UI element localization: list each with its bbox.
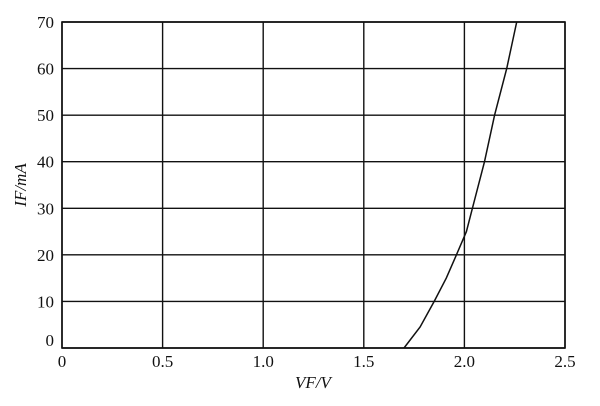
x-tick-label: 0.5 <box>152 352 173 371</box>
y-tick-labels: 0 10 20 30 40 50 60 70 <box>37 13 54 350</box>
x-tick-labels: 0 0.5 1.0 1.5 2.0 2.5 <box>58 352 576 371</box>
x-tick-label: 2.5 <box>554 352 575 371</box>
y-tick-label: 20 <box>37 246 54 265</box>
x-tick-label: 1.0 <box>253 352 274 371</box>
x-tick-label: 1.5 <box>353 352 374 371</box>
y-axis-label: IF/mA <box>11 163 30 208</box>
y-tick-label: 0 <box>46 331 55 350</box>
x-tick-label: 2.0 <box>454 352 475 371</box>
grid <box>61 21 566 349</box>
y-tick-label: 50 <box>37 106 54 125</box>
y-tick-label: 70 <box>37 13 54 32</box>
plot-frame <box>61 21 566 349</box>
y-tick-label: 10 <box>37 292 54 311</box>
x-tick-label: 0 <box>58 352 67 371</box>
y-tick-label: 30 <box>37 199 54 218</box>
y-tick-label: 60 <box>37 60 54 79</box>
y-tick-label: 40 <box>37 153 54 172</box>
x-axis-label: VF/V <box>295 373 333 392</box>
series-line <box>403 21 518 349</box>
